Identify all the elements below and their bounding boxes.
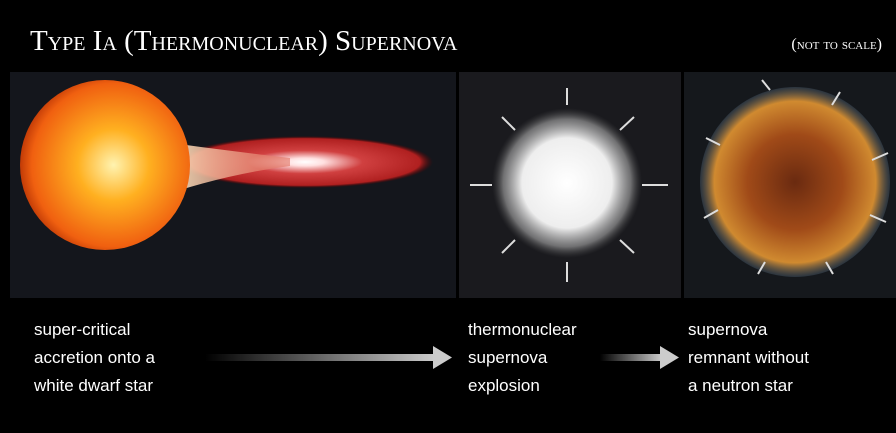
- stage-caption: thermonuclear: [468, 320, 577, 339]
- stage-caption: explosion: [468, 376, 540, 395]
- stage-caption: white dwarf star: [33, 376, 153, 395]
- stage-caption: super-critical: [34, 320, 130, 339]
- arrow-head: [660, 346, 679, 369]
- flow-arrows: [205, 346, 679, 369]
- stage-caption: accretion onto a: [34, 348, 156, 367]
- stage-caption: remnant without: [688, 348, 809, 367]
- arrow-head: [433, 346, 452, 369]
- title: Type Ia (Thermonuclear) Supernova: [30, 25, 458, 57]
- stage-caption: supernova: [688, 320, 768, 339]
- arrow-shaft: [205, 354, 435, 361]
- remnant: [700, 87, 890, 277]
- explosion: [492, 108, 642, 258]
- explosion-arrows: [470, 88, 668, 282]
- stage-caption: a neutron star: [688, 376, 793, 395]
- scale-note: (not to scale): [791, 36, 882, 53]
- accretion-disk: [177, 136, 433, 188]
- arrow-shaft: [600, 354, 662, 361]
- companion-star: [20, 80, 190, 250]
- remnant-arrows: [703, 79, 889, 275]
- stage-caption: supernova: [468, 348, 548, 367]
